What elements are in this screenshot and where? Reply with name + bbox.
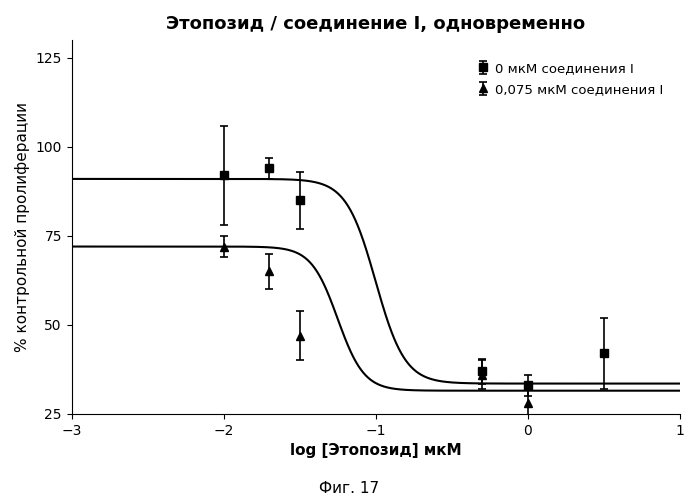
- Legend: 0 мкМ соединения I, 0,075 мкМ соединения I: 0 мкМ соединения I, 0,075 мкМ соединения…: [475, 58, 667, 100]
- Title: Этопозид / соединение I, одновременно: Этопозид / соединение I, одновременно: [166, 15, 585, 33]
- Y-axis label: % контрольной пролиферации: % контрольной пролиферации: [15, 102, 30, 352]
- X-axis label: log [Этопозид] мкМ: log [Этопозид] мкМ: [290, 443, 461, 458]
- Text: Фиг. 17: Фиг. 17: [319, 481, 380, 496]
